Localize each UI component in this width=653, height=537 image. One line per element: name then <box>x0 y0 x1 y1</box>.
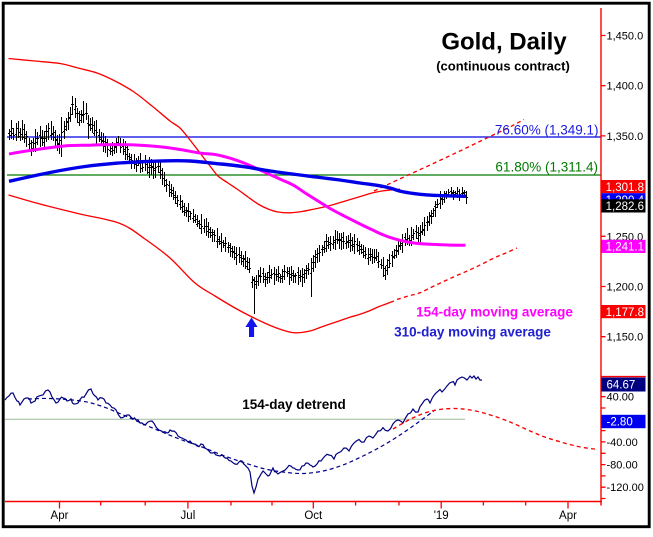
svg-text:154-day detrend: 154-day detrend <box>242 397 346 412</box>
svg-text:-40.00: -40.00 <box>607 437 638 449</box>
svg-text:Apr: Apr <box>51 510 69 522</box>
svg-text:61.80% (1,311.4): 61.80% (1,311.4) <box>495 160 598 175</box>
svg-text:Oct: Oct <box>304 510 323 522</box>
svg-text:-2.80: -2.80 <box>607 417 633 429</box>
svg-text:1,241.1: 1,241.1 <box>606 242 644 254</box>
svg-text:1,350.0: 1,350.0 <box>607 131 644 143</box>
svg-text:76.60% (1,349.1): 76.60% (1,349.1) <box>495 123 599 138</box>
svg-text:Gold, Daily: Gold, Daily <box>441 29 567 56</box>
svg-text:1,400.0: 1,400.0 <box>607 81 644 93</box>
svg-text:-80.00: -80.00 <box>607 460 638 472</box>
svg-text:(continuous contract): (continuous contract) <box>436 59 570 74</box>
svg-text:Jul: Jul <box>181 510 196 522</box>
svg-text:40.00: 40.00 <box>607 392 635 404</box>
svg-text:1,282.6: 1,282.6 <box>606 201 644 213</box>
svg-text:64.67: 64.67 <box>607 380 636 392</box>
svg-text:'19: '19 <box>434 510 449 522</box>
svg-text:-120.00: -120.00 <box>607 482 644 494</box>
svg-text:1,450.0: 1,450.0 <box>607 31 644 43</box>
svg-text:1,301.8: 1,301.8 <box>606 182 644 194</box>
svg-text:Apr: Apr <box>559 510 577 522</box>
svg-text:154-day moving average: 154-day moving average <box>416 305 573 320</box>
svg-text:1,177.8: 1,177.8 <box>606 307 644 319</box>
svg-text:1,200.0: 1,200.0 <box>607 282 644 294</box>
svg-text:310-day moving average: 310-day moving average <box>394 325 551 340</box>
svg-text:1,150.0: 1,150.0 <box>607 332 644 344</box>
